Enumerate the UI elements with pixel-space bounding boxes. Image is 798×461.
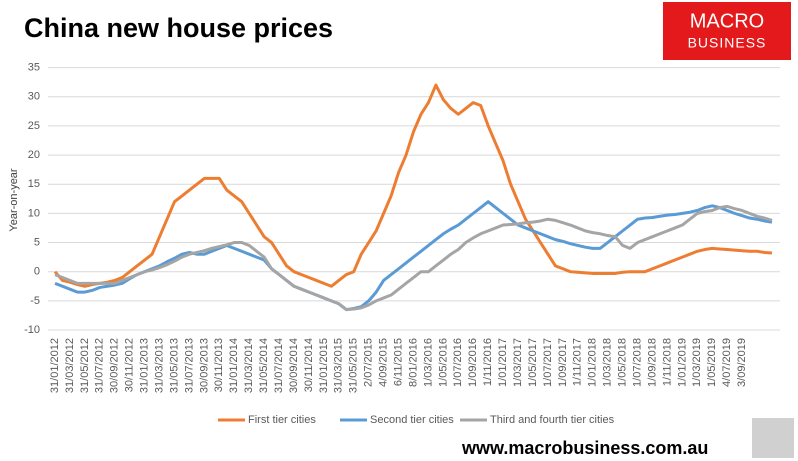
- x-tick-label: 1/03/2017: [512, 338, 524, 387]
- x-tick-label: 1/07/2017: [542, 338, 554, 387]
- logo-text: MACRO: [690, 10, 764, 32]
- legend-label: First tier cities: [248, 414, 316, 426]
- line: [54, 200, 773, 312]
- legend-label: Second tier cities: [370, 414, 454, 426]
- source-url: www.macrobusiness.com.au: [461, 438, 708, 458]
- y-tick-label: 25: [28, 120, 40, 132]
- x-tick-label: 1/05/2018: [617, 338, 629, 387]
- y-tick-label: -5: [30, 295, 40, 307]
- x-tick-label: 8/01/2016: [407, 338, 419, 387]
- x-tick-label: 3/09/2019: [736, 338, 748, 387]
- x-tick-label: 31/01/2012: [49, 338, 61, 393]
- line: [53, 83, 773, 288]
- x-tick-label: 1/07/2016: [452, 338, 464, 387]
- x-tick-label: 1/09/2017: [557, 338, 569, 387]
- y-tick-label: 0: [34, 266, 40, 278]
- x-tick-label: 31/03/2012: [64, 338, 76, 393]
- x-tick-label: 1/11/2017: [572, 338, 584, 386]
- y-tick-label: 35: [28, 62, 40, 74]
- x-tick-label: 6/11/2015: [392, 338, 404, 386]
- x-tick-label: 1/09/2016: [467, 338, 479, 387]
- x-tick-label: 31/01/2014: [228, 338, 240, 393]
- x-tick-label: 1/03/2019: [691, 338, 703, 387]
- x-tick-label: 31/07/2014: [273, 338, 285, 393]
- x-tick-label: 31/03/2013: [153, 338, 165, 393]
- y-axis-label: Year-on-year: [8, 168, 20, 232]
- x-tick-label: 1/01/2018: [587, 338, 599, 387]
- x-tick-label: 31/01/2013: [139, 338, 151, 393]
- x-tick-label: 1/05/2017: [527, 338, 539, 387]
- x-tick-label: 1/11/2018: [661, 338, 673, 386]
- x-tick-label: 4/07/2019: [721, 338, 733, 387]
- x-tick-label: 30/09/2012: [109, 338, 121, 393]
- x-tick-label: 31/05/2012: [79, 338, 91, 393]
- x-tick-label: 1/05/2016: [437, 338, 449, 387]
- x-tick-label: 31/05/2013: [168, 338, 180, 393]
- x-tick-label: 4/09/2015: [378, 338, 390, 387]
- y-tick-label: 20: [28, 149, 40, 161]
- x-tick-label: 31/01/2015: [318, 338, 330, 393]
- y-tick-label: 15: [28, 178, 40, 190]
- x-tick-label: 1/11/2016: [482, 338, 494, 386]
- x-tick-label: 1/03/2016: [422, 338, 434, 387]
- x-tick-label: 31/07/2012: [94, 338, 106, 393]
- logo-box: [663, 2, 791, 60]
- x-tick-label: 1/03/2018: [602, 338, 614, 387]
- x-tick-label: 2/07/2015: [363, 338, 375, 387]
- y-tick-label: 10: [28, 207, 40, 219]
- x-tick-label: 30/11/2014: [303, 338, 315, 392]
- line: [54, 204, 773, 312]
- chart-title: China new house prices: [24, 13, 333, 43]
- x-tick-label: 30/09/2013: [198, 338, 210, 393]
- logo-text: BUSINESS: [688, 35, 767, 51]
- x-tick-label: 30/11/2013: [213, 338, 225, 392]
- x-tick-label: 1/01/2017: [497, 338, 509, 387]
- y-tick-label: -10: [24, 324, 40, 336]
- y-tick-label: 30: [28, 91, 40, 103]
- x-tick-label: 1/01/2019: [676, 338, 688, 387]
- x-tick-label: 31/03/2014: [243, 338, 255, 393]
- y-tick-label: 5: [34, 236, 40, 248]
- logo-icon: [752, 418, 794, 458]
- x-tick-label: 31/07/2013: [183, 338, 195, 393]
- x-tick-label: 31/05/2014: [258, 338, 270, 393]
- x-tick-label: 1/09/2018: [646, 338, 658, 387]
- x-tick-label: 31/03/2015: [333, 338, 345, 393]
- x-tick-label: 30/11/2012: [124, 338, 136, 392]
- x-tick-label: 30/09/2014: [288, 338, 300, 393]
- x-tick-label: 1/05/2019: [706, 338, 718, 387]
- x-tick-label: 31/05/2015: [348, 338, 360, 393]
- x-tick-label: 1/07/2018: [631, 338, 643, 387]
- legend-label: Third and fourth tier cities: [490, 414, 615, 426]
